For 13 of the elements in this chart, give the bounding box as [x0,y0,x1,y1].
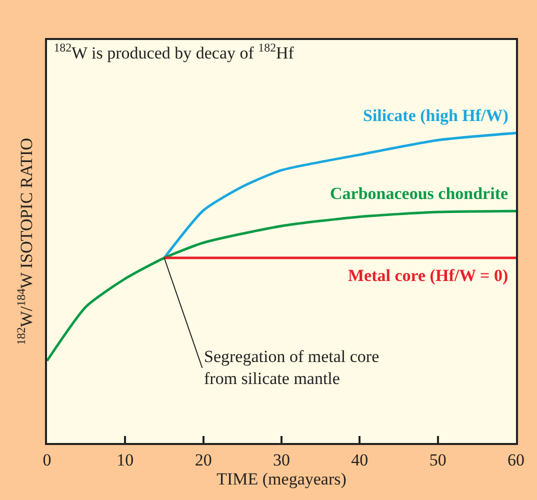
x-tick-label: 10 [116,450,134,470]
x-axis-title: TIME (megayears) [216,469,346,488]
annotation: Segregation of metal core from silicate mantle [204,347,380,388]
x-tick-label: 60 [508,450,524,470]
x-tick-label: 20 [194,450,212,470]
series-label: Silicate (high Hf/W) [363,106,508,125]
series-label: Carbonaceous chondrite [330,184,508,203]
x-tick-label: 0 [42,450,52,470]
series-label: Metal core (Hf/W = 0) [348,266,508,285]
chart-title: $^{182}$W is produced by decay of $^{182}$Hf [54,40,294,62]
x-tick-label: 30 [273,450,290,470]
x-tick-label: 40 [351,450,368,470]
x-tick-label: 50 [429,450,446,470]
